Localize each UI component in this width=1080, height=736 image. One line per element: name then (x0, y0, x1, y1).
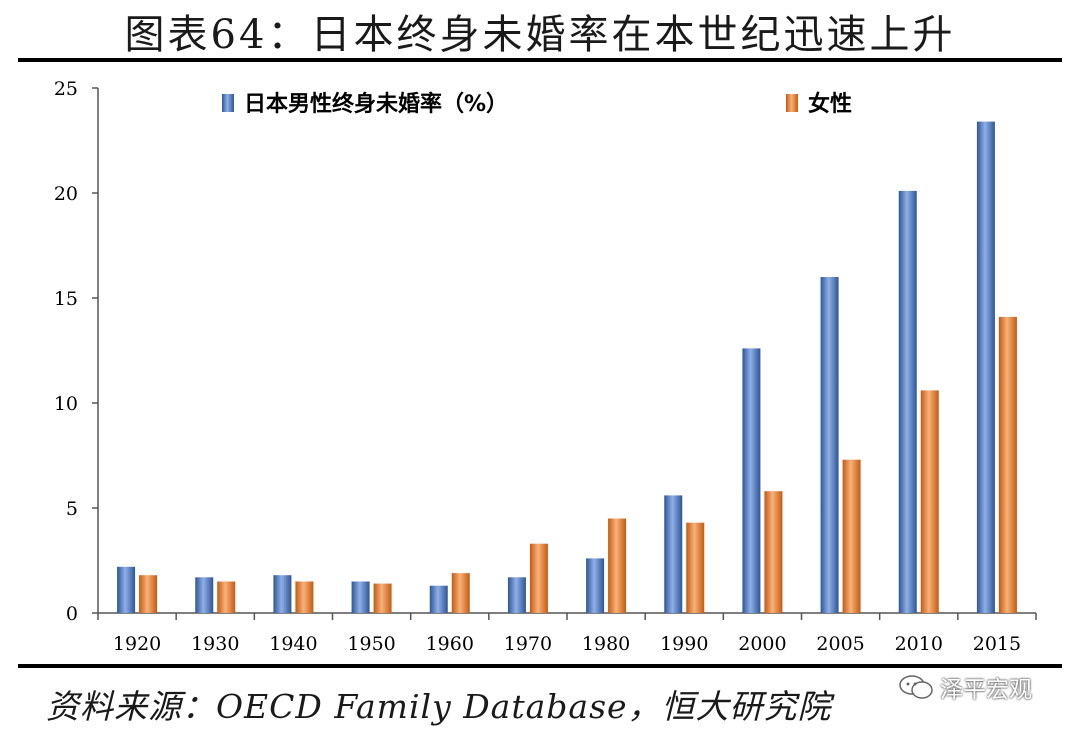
legend-label-female: 女性 (808, 91, 852, 117)
legend: 日本男性终身未婚率（%） 女性 (222, 91, 852, 117)
x-tick-label: 2015 (973, 633, 1021, 655)
bottom-rule (18, 664, 1062, 668)
y-tick-label: 15 (54, 288, 78, 310)
x-tick-label: 2000 (738, 633, 786, 655)
bar-female-2000 (764, 491, 783, 613)
x-tick-label: 1940 (269, 633, 317, 655)
x-tick-label: 1970 (504, 633, 552, 655)
x-tick-label: 2010 (895, 633, 943, 655)
y-tick-label: 0 (66, 603, 78, 625)
bar-female-1920 (139, 575, 158, 613)
y-tick-label: 20 (54, 183, 78, 205)
bar-female-2010 (920, 390, 939, 613)
bar-male-2005 (820, 277, 839, 613)
bar-male-1970 (507, 577, 526, 613)
y-tick-label: 5 (66, 498, 78, 520)
bar-male-2010 (898, 190, 917, 613)
legend-label-male: 日本男性终身未婚率（%） (244, 91, 508, 117)
watermark: 泽平宏观 (898, 668, 1032, 706)
bar-male-1940 (273, 575, 292, 613)
x-tick-label: 1990 (660, 633, 708, 655)
bar-female-1980 (608, 518, 627, 613)
chat-bubble-icon (899, 675, 933, 699)
y-tick-label: 25 (54, 78, 78, 100)
x-tick-label: 1960 (426, 633, 474, 655)
source-note: 资料来源：OECD Family Database，恒大研究院 (46, 687, 832, 726)
bar-female-1950 (373, 583, 392, 613)
y-tick-label: 10 (54, 393, 78, 415)
x-tick-label: 1920 (113, 633, 161, 655)
bar-female-1940 (295, 581, 314, 613)
x-tick-label: 1950 (347, 633, 395, 655)
bar-male-1980 (586, 558, 605, 613)
legend-swatch-male (222, 94, 234, 112)
bar-female-1930 (217, 581, 236, 613)
bar-male-1920 (117, 566, 136, 613)
x-tick-label: 2005 (816, 633, 864, 655)
chart-title: 图表64：日本终身未婚率在本世纪迅速上升 (124, 12, 956, 58)
bar-female-1970 (529, 543, 548, 613)
top-rule (18, 58, 1062, 62)
bar-female-2005 (842, 459, 861, 613)
bar-female-1990 (686, 522, 705, 613)
bar-male-1990 (664, 495, 683, 613)
bar-female-1960 (451, 573, 470, 613)
bar-female-2015 (998, 316, 1017, 613)
axes: 0 5 10 15 20 25 1920 1930 1940 1950 1960 1970 1980 19… (54, 78, 1037, 655)
bar-male-1960 (429, 585, 448, 613)
x-tick-label: 1980 (582, 633, 630, 655)
legend-swatch-female (786, 94, 798, 112)
bar-male-2015 (976, 121, 995, 613)
bar-male-2000 (742, 348, 761, 613)
bars (117, 121, 1017, 613)
watermark-text: 泽平宏观 (940, 677, 1032, 703)
bar-male-1950 (351, 581, 370, 613)
bar-male-1930 (195, 577, 214, 613)
x-tick-label: 1930 (191, 633, 239, 655)
